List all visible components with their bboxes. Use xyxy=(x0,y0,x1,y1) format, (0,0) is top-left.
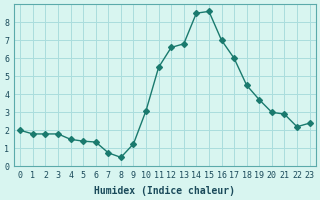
X-axis label: Humidex (Indice chaleur): Humidex (Indice chaleur) xyxy=(94,186,236,196)
